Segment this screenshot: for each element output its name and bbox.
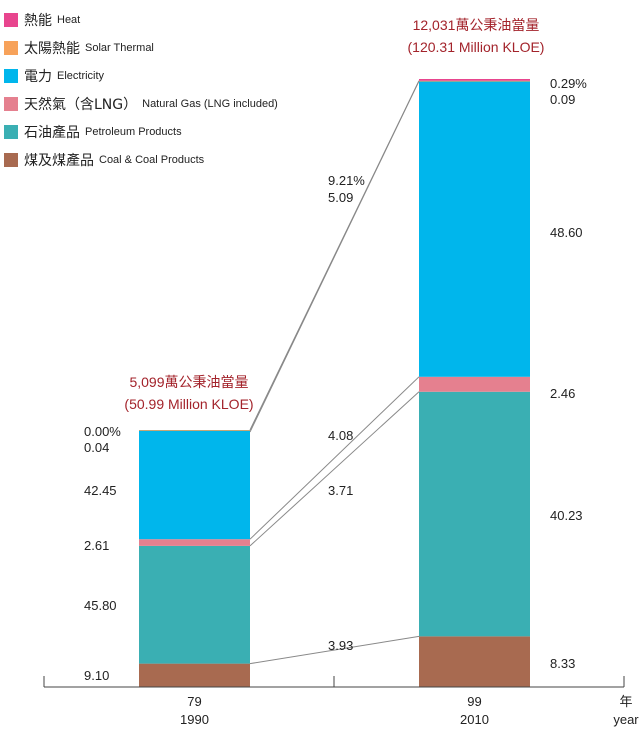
legend-item-heat: 熱能 Heat xyxy=(4,6,278,34)
connector-line xyxy=(249,635,420,665)
value-label: 0.09 xyxy=(550,92,575,107)
value-label: 48.60 xyxy=(550,225,583,240)
bar-segment xyxy=(419,79,530,81)
value-label: 42.45 xyxy=(84,483,117,498)
total-label-en: (120.31 Million KLOE) xyxy=(408,39,545,55)
value-label: 40.23 xyxy=(550,508,583,523)
legend-swatch-heat xyxy=(4,13,18,27)
legend-item-coal: 煤及煤產品 Coal & Coal Products xyxy=(4,146,278,174)
bar-segment xyxy=(419,376,530,392)
legend-label-en: Solar Thermal xyxy=(85,42,154,54)
value-label: 0.04 xyxy=(84,440,109,455)
bar-segment xyxy=(139,430,250,540)
value-label: 2.61 xyxy=(84,538,109,553)
legend: 熱能 Heat 太陽熱能 Solar Thermal 電力 Electricit… xyxy=(4,6,278,174)
growth-label: 3.71 xyxy=(328,483,353,498)
connector-line xyxy=(249,80,420,433)
bar-segment xyxy=(139,545,250,664)
x-tick-label: 2010 xyxy=(460,712,489,727)
legend-item-electricity: 電力 Electricity xyxy=(4,62,278,90)
bar-segment xyxy=(419,80,530,82)
connector-line xyxy=(249,391,420,547)
x-tick-label: 99 xyxy=(467,694,481,709)
x-axis-unit-en: year xyxy=(613,712,639,727)
total-label-en: (50.99 Million KLOE) xyxy=(124,396,253,412)
value-label: 8.33 xyxy=(550,656,575,671)
value-label: 0.29% xyxy=(550,76,587,91)
legend-swatch-solar-thermal xyxy=(4,41,18,55)
value-label: 9.10 xyxy=(84,668,109,683)
legend-item-petroleum: 石油產品 Petroleum Products xyxy=(4,118,278,146)
legend-swatch-natural-gas xyxy=(4,97,18,111)
value-label: 2.46 xyxy=(550,386,575,401)
legend-item-natural-gas: 天然氣（含LNG） Natural Gas (LNG included) xyxy=(4,90,278,118)
value-label: 45.80 xyxy=(84,598,117,613)
total-label-zh: 5,099萬公秉油當量 xyxy=(129,374,248,390)
legend-label-zh: 石油產品 xyxy=(24,125,80,141)
bar-segment xyxy=(139,663,250,687)
legend-label-en: Coal & Coal Products xyxy=(99,154,205,166)
legend-label-en: Electricity xyxy=(57,70,105,82)
legend-label-zh: 太陽熱能 xyxy=(24,41,80,57)
legend-label-en: Heat xyxy=(57,14,81,26)
growth-label: 5.09 xyxy=(328,190,353,205)
growth-label: 3.93 xyxy=(328,638,353,653)
legend-label-zh: 電力 xyxy=(24,69,52,85)
bar-segment xyxy=(139,539,250,546)
bar-segment xyxy=(419,636,530,687)
total-label-zh: 12,031萬公秉油當量 xyxy=(413,17,540,33)
legend-label-en: Natural Gas (LNG included) xyxy=(142,98,278,110)
legend-swatch-electricity xyxy=(4,69,18,83)
legend-label-zh: 煤及煤產品 xyxy=(24,153,94,169)
growth-label: 4.08 xyxy=(328,428,353,443)
bar-segment xyxy=(419,391,530,637)
legend-label-en: Petroleum Products xyxy=(85,126,182,138)
legend-label-zh: 天然氣（含LNG） xyxy=(24,97,138,113)
legend-label-zh: 熱能 xyxy=(24,13,52,29)
bar-segment xyxy=(419,81,530,377)
x-tick-label: 79 xyxy=(187,694,201,709)
legend-item-solar-thermal: 太陽熱能 Solar Thermal xyxy=(4,34,278,62)
bar-segment xyxy=(139,430,250,431)
legend-swatch-coal xyxy=(4,153,18,167)
x-axis-unit-zh: 年 xyxy=(619,695,632,710)
value-label: 0.00% xyxy=(84,424,121,439)
growth-label: 9.21% xyxy=(328,173,365,188)
x-tick-label: 1990 xyxy=(180,712,209,727)
connector-line xyxy=(249,376,420,540)
legend-swatch-petroleum xyxy=(4,125,18,139)
